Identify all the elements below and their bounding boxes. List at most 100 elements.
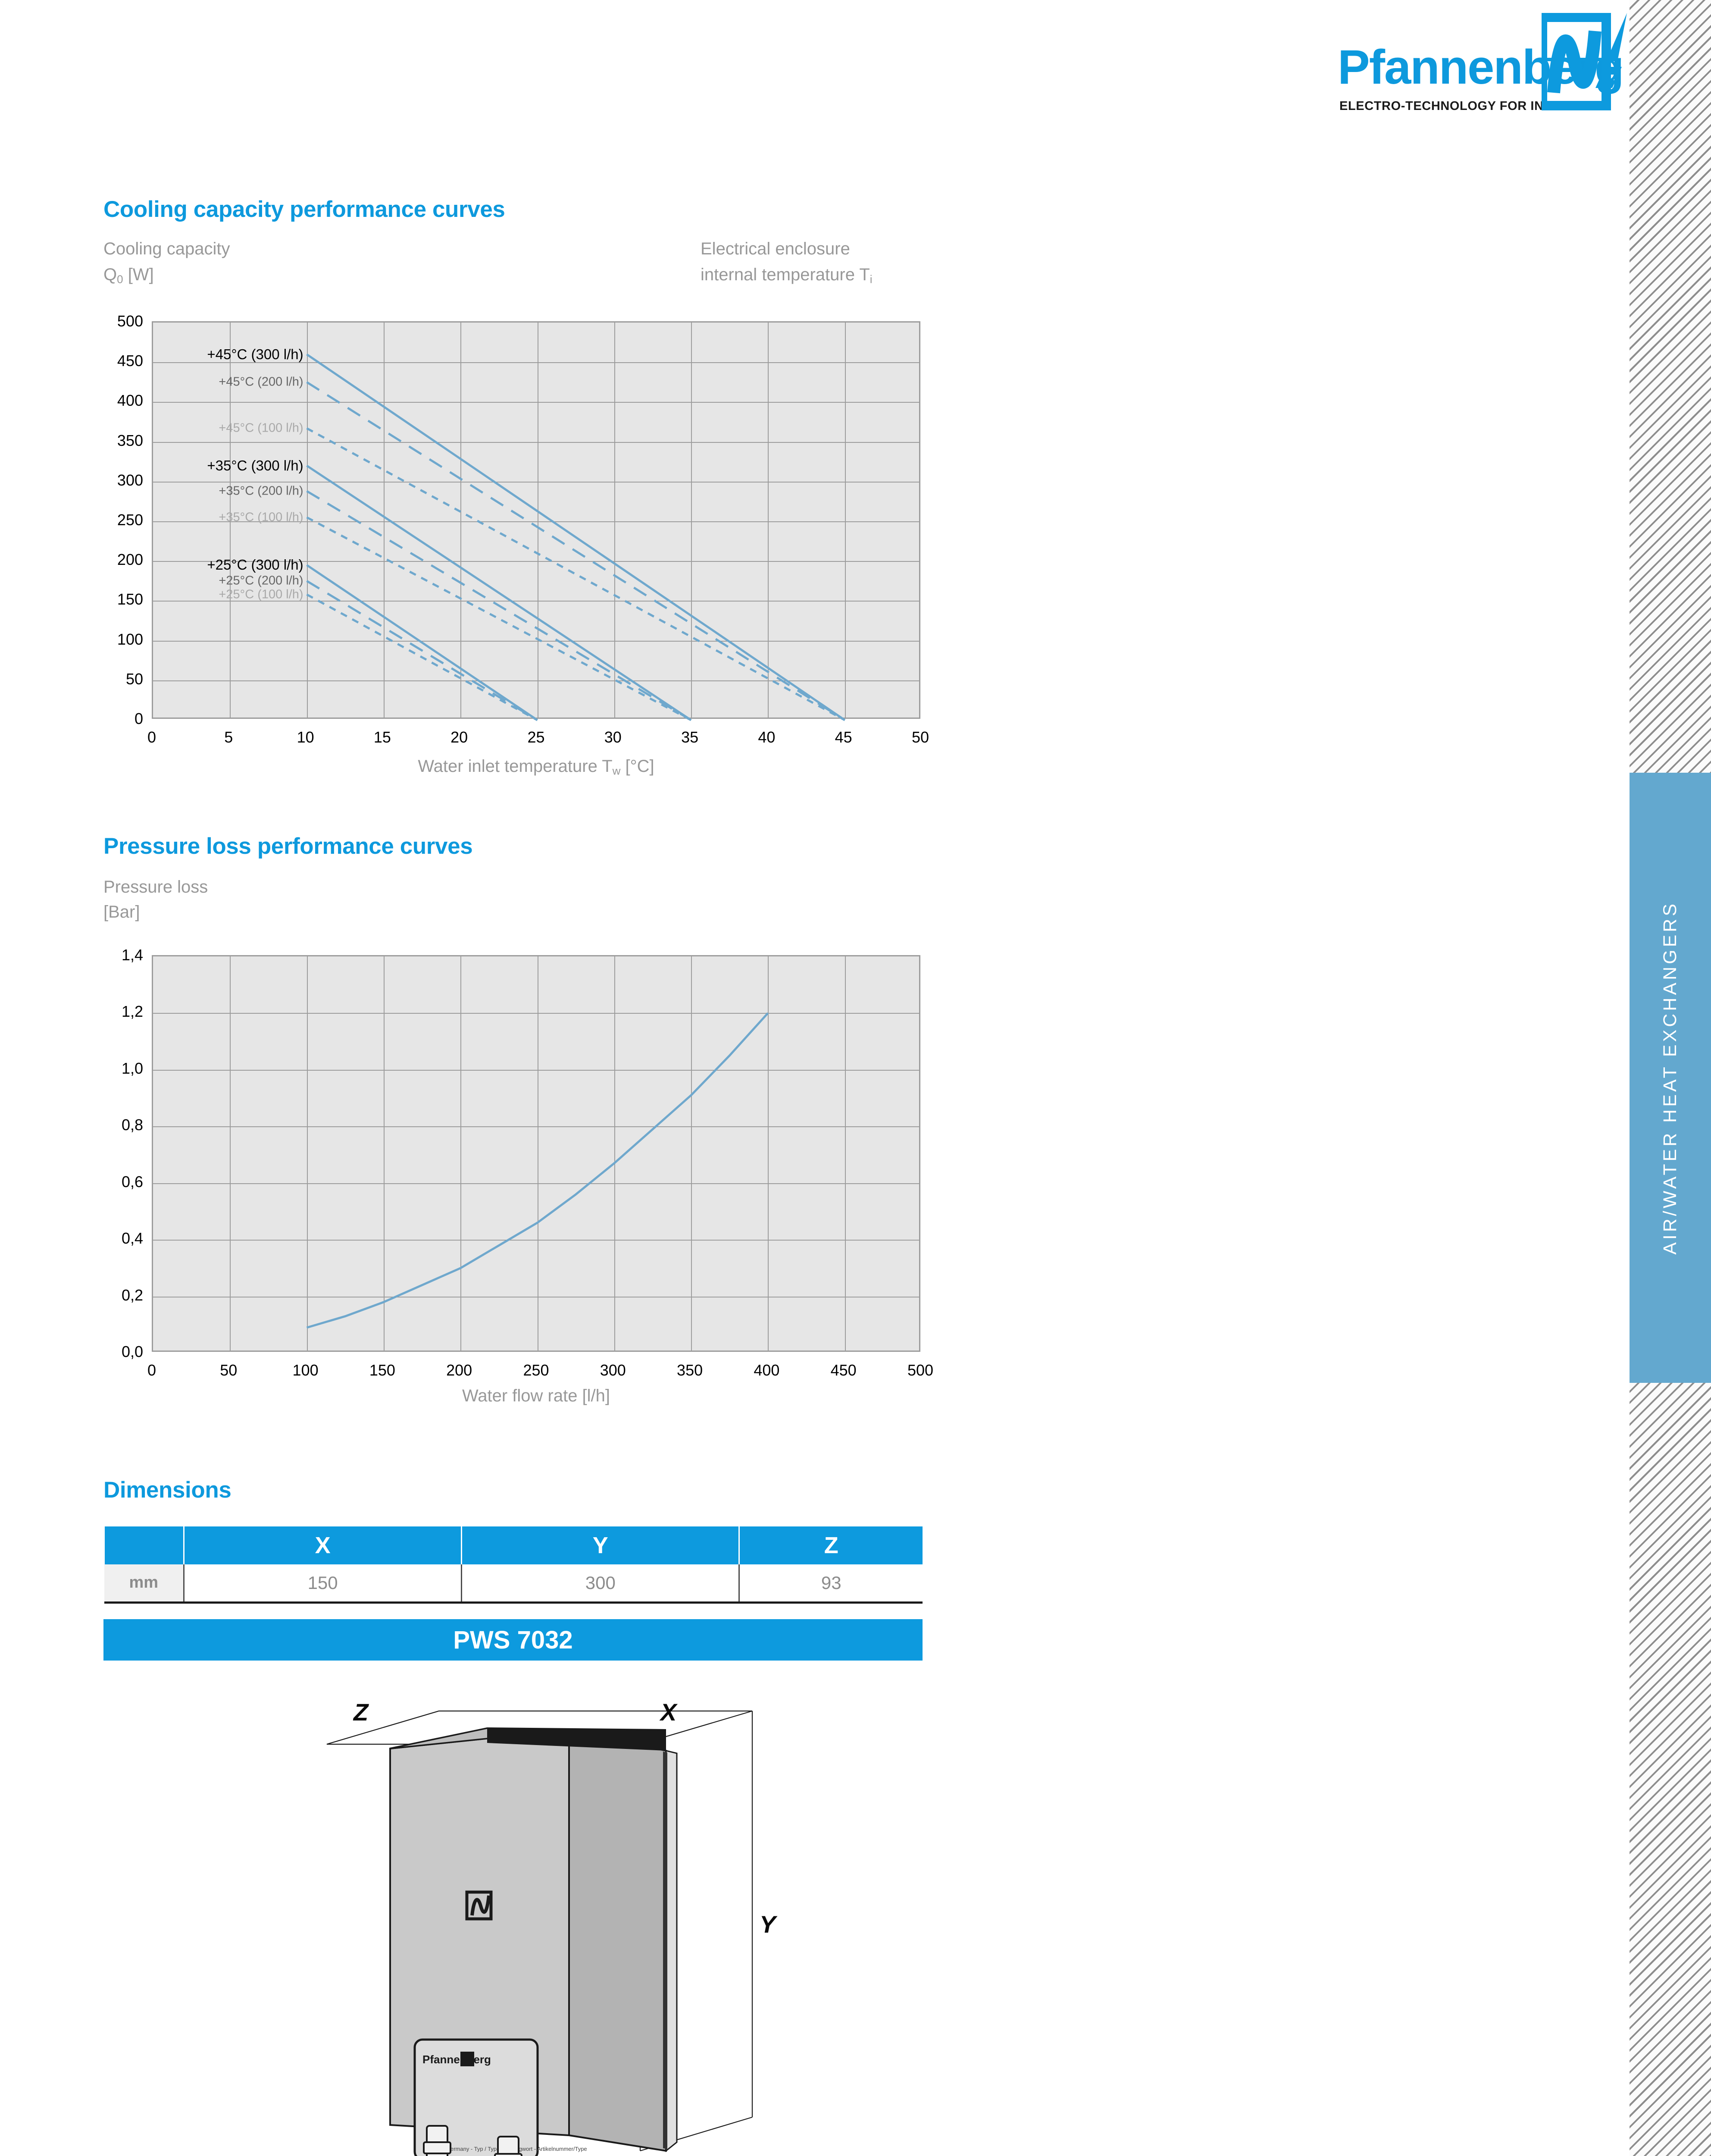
- x-axis-tick-label: 450: [830, 1361, 857, 1379]
- y-axis-tick-label: 350: [117, 431, 143, 449]
- y-axis-tick-label: 0: [134, 710, 143, 727]
- cooling-y-subscript: 0: [117, 273, 123, 286]
- model-name: PWS 7032: [453, 1626, 573, 1654]
- gridline-vertical: [691, 323, 692, 718]
- x-axis-tick-label: 300: [600, 1361, 626, 1379]
- gridline-horizontal: [153, 402, 919, 403]
- series-line: [306, 490, 692, 721]
- enclosure-temp-subscript: i: [870, 273, 873, 286]
- dimension-label-x: X: [660, 1698, 677, 1726]
- y-axis-tick-label: 100: [117, 630, 143, 648]
- gridline-vertical: [614, 323, 615, 718]
- gridline-vertical: [307, 956, 308, 1351]
- x-axis-tick-label: 20: [450, 728, 468, 746]
- x-axis-tick-label: 200: [446, 1361, 472, 1379]
- gridline-vertical: [460, 956, 462, 1351]
- curve-label: +35°C (200 l/h): [219, 484, 303, 498]
- dimensions-section-title: Dimensions: [103, 1477, 231, 1503]
- gridline-vertical: [383, 956, 385, 1351]
- gridline-horizontal: [153, 442, 919, 443]
- gridline-horizontal: [153, 362, 919, 364]
- cooling-section-title: Cooling capacity performance curves: [103, 197, 505, 222]
- gridline-vertical: [383, 323, 385, 718]
- gridline-horizontal: [153, 601, 919, 602]
- y-axis-tick-label: 0,6: [121, 1172, 143, 1191]
- pressure-loss-chart: [152, 955, 920, 1352]
- cooling-right-caption-line1: Electrical enclosure: [701, 239, 850, 258]
- gridline-horizontal: [153, 1013, 919, 1014]
- curve-label: +25°C (200 l/h): [219, 573, 303, 588]
- dimensions-table: X Y Z mm 150 300 93: [103, 1526, 923, 1604]
- product-technical-drawing: Pfannenberg Made in Germany - Typ / Type…: [302, 1677, 798, 2156]
- y-axis-tick-label: 150: [117, 590, 143, 608]
- gridline-vertical: [768, 956, 769, 1351]
- y-axis-tick-label: 450: [117, 352, 143, 370]
- gridline-vertical: [307, 323, 308, 718]
- dim-unit-cell: mm: [104, 1564, 184, 1604]
- gridline-horizontal: [153, 1126, 919, 1128]
- x-axis-tick-label: 400: [754, 1361, 780, 1379]
- series-line: [306, 516, 692, 721]
- dimension-label-y: Y: [760, 1911, 776, 1938]
- pfannenberg-logo: Pfannenberg ELECTRO-TECHNOLOGY FOR INDUS…: [1338, 13, 1631, 127]
- series-line: [306, 593, 538, 721]
- y-axis-tick-label: 300: [117, 471, 143, 489]
- enclosure-temp-symbol: internal temperature T: [701, 265, 870, 284]
- table-header-row: X Y Z: [103, 1526, 923, 1564]
- gridline-vertical: [845, 323, 846, 718]
- dim-col-unit: [103, 1526, 184, 1564]
- sidebar-tab-label: AIR/WATER HEAT EXCHANGERS: [1660, 901, 1680, 1255]
- series-line: [306, 1012, 769, 1329]
- x-axis-tick-label: 40: [758, 728, 776, 746]
- dim-y-value: 300: [461, 1564, 739, 1604]
- x-axis-tick-label: 5: [224, 728, 233, 746]
- table-row: mm 150 300 93: [104, 1564, 923, 1604]
- cooling-y-caption-line1: Cooling capacity: [103, 239, 230, 258]
- pressure-section-title: Pressure loss performance curves: [103, 834, 473, 859]
- curve-label: +45°C (300 l/h): [207, 346, 303, 362]
- series-line: [306, 427, 845, 721]
- gridline-vertical: [768, 323, 769, 718]
- pressure-y-caption-line1: Pressure loss: [103, 877, 208, 896]
- pressure-xaxis-title: Water flow rate [l/h]: [462, 1386, 610, 1405]
- dim-col-z: Z: [738, 1526, 923, 1564]
- gridline-vertical: [691, 956, 692, 1351]
- gridline-horizontal: [153, 1183, 919, 1184]
- y-axis-tick-label: 50: [125, 670, 143, 688]
- dim-col-y: Y: [461, 1526, 739, 1564]
- cooling-capacity-chart: +45°C (300 l/h) +45°C (200 l/h) +45°C (100…: [152, 321, 920, 721]
- y-axis-tick-label: 250: [117, 511, 143, 529]
- gridline-vertical: [614, 956, 615, 1351]
- logo-waveform-icon: [1538, 13, 1634, 114]
- curve-label: +35°C (300 l/h): [207, 457, 303, 473]
- x-axis-tick-label: 150: [369, 1361, 395, 1379]
- x-axis-tick-label: 45: [835, 728, 852, 746]
- gridline-horizontal: [153, 521, 919, 522]
- dimension-label-z: Z: [353, 1698, 369, 1726]
- gridline-horizontal: [153, 640, 919, 642]
- y-axis-tick-label: 1,4: [121, 946, 143, 964]
- dim-x-value: 150: [183, 1564, 462, 1604]
- y-axis-tick-label: 0,0: [121, 1343, 143, 1360]
- series-line: [306, 464, 692, 721]
- model-name-bar: PWS 7032: [103, 1619, 923, 1661]
- y-axis-tick-label: 400: [117, 392, 143, 410]
- gridline-horizontal: [153, 481, 919, 483]
- y-axis-tick-label: 1,0: [121, 1059, 143, 1077]
- x-axis-tick-label: 30: [604, 728, 622, 746]
- svg-text:Pfannenberg: Pfannenberg: [422, 2053, 491, 2066]
- y-axis-tick-label: 1,2: [121, 1003, 143, 1021]
- pressure-y-caption-line2: [Bar]: [103, 903, 140, 921]
- series-line: [306, 353, 846, 721]
- pressure-plot-area: [152, 955, 920, 1352]
- cooling-xaxis-title: Water inlet temperature Tw [°C]: [418, 757, 654, 777]
- x-axis-tick-label: 500: [907, 1361, 934, 1379]
- cooling-plot-area: +45°C (300 l/h) +45°C (200 l/h) +45°C (100…: [152, 321, 920, 721]
- x-axis-tick-label: 350: [677, 1361, 703, 1379]
- dim-col-x: X: [183, 1526, 462, 1564]
- series-line: [306, 580, 538, 721]
- x-axis-tick-label: 250: [523, 1361, 549, 1379]
- gridline-vertical: [230, 956, 231, 1351]
- x-axis-tick-label: 0: [147, 728, 156, 746]
- gridline-vertical: [230, 323, 231, 718]
